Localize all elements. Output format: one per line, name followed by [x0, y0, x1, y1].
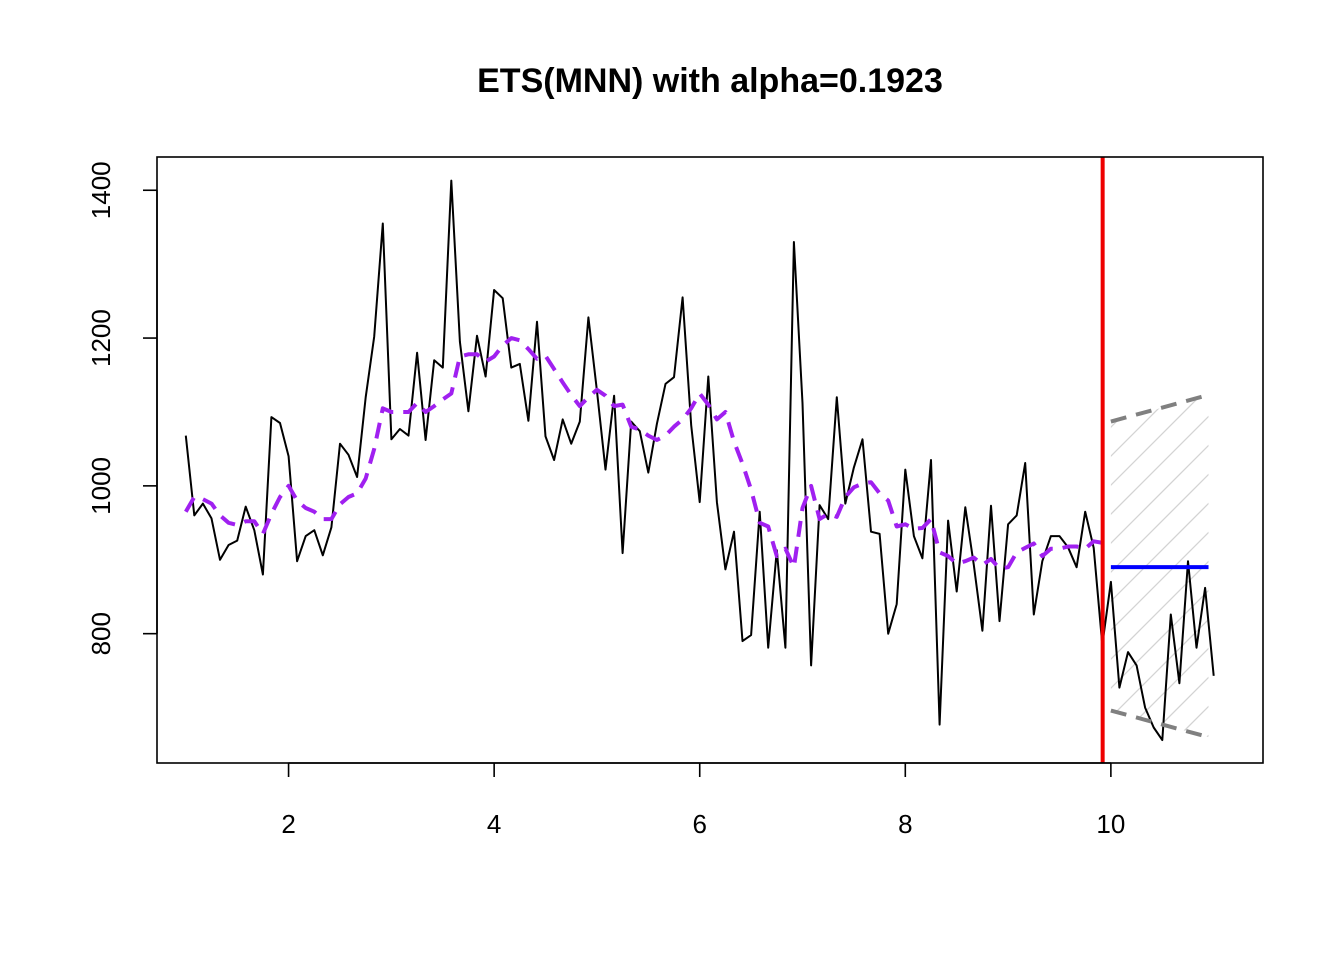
hatch-line — [743, 395, 1085, 737]
x-tick-label: 8 — [898, 809, 912, 839]
hatch-line — [1265, 395, 1344, 737]
hatch-line — [598, 395, 940, 737]
hatch-line — [540, 395, 882, 737]
hatch-line — [1110, 395, 1209, 738]
observed-series-line — [184, 179, 1104, 726]
hatch-line — [1110, 395, 1202, 738]
hatch-line — [1236, 395, 1344, 737]
lower-bound-line — [1110, 708, 1210, 740]
hatch-line — [1148, 395, 1209, 738]
series-layer — [184, 157, 1215, 763]
hatch-line — [1206, 395, 1209, 738]
y-tick-label: 1400 — [86, 161, 116, 219]
hatch-line — [1110, 395, 1209, 738]
y-tick-label: 800 — [86, 612, 116, 655]
hatch-line — [1119, 395, 1209, 738]
prediction-interval-hatch — [511, 395, 1344, 738]
x-tick-label: 6 — [692, 809, 706, 839]
chart-title: ETS(MNN) with alpha=0.1923 — [477, 62, 943, 100]
x-tick-label: 4 — [487, 809, 501, 839]
hatch-line — [627, 395, 969, 737]
y-tick-label: 1000 — [86, 457, 116, 515]
hatch-line — [1110, 395, 1209, 738]
hatch-line — [1110, 395, 1173, 738]
hatch-line — [1323, 395, 1344, 737]
fitted-series-line — [184, 336, 1103, 571]
holdout-series-line — [1101, 560, 1215, 742]
hatch-line — [1110, 395, 1144, 738]
x-tick-label: 10 — [1096, 809, 1125, 839]
x-tick-label: 2 — [281, 809, 295, 839]
axes: 2 4 6 8 10 800 1000 1200 1400 — [86, 161, 1125, 839]
hatch-line — [1110, 395, 1115, 738]
hatch-line — [511, 395, 853, 737]
hatch-line — [1294, 395, 1344, 737]
plot-frame — [156, 156, 1264, 764]
y-tick-label: 1200 — [86, 309, 116, 367]
upper-bound-line — [1110, 393, 1210, 424]
